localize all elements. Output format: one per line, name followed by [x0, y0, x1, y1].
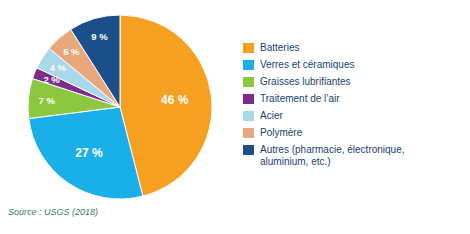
- html-text:Batteries: Batteries: [260, 41, 300, 53]
- html-text:Traitement de l’air: Traitement de l’air: [260, 92, 340, 104]
- svg-text:2 %: 2 %: [43, 74, 60, 85]
- html-text:Graisses lubrifiantes: Graisses lubrifiantes: [260, 75, 351, 87]
- html-text:Verres et céramiques: Verres et céramiques: [260, 58, 355, 70]
- svg-text:4 %: 4 %: [50, 62, 67, 73]
- svg-text:27 %: 27 %: [75, 146, 103, 160]
- svg-text:9 %: 9 %: [91, 31, 108, 42]
- svg-text:7 %: 7 %: [39, 95, 56, 106]
- html-text:Acier: Acier: [260, 109, 283, 121]
- html-text:Autres (pharmacie, électroniqu: Autres (pharmacie, électronique, alumini…: [260, 143, 405, 167]
- html-text:Polymère: Polymère: [260, 126, 303, 138]
- svg-text:5 %: 5 %: [63, 46, 80, 57]
- html-text:Source : USGS (2018): Source : USGS (2018): [8, 207, 98, 217]
- svg-text:46 %: 46 %: [161, 93, 189, 107]
